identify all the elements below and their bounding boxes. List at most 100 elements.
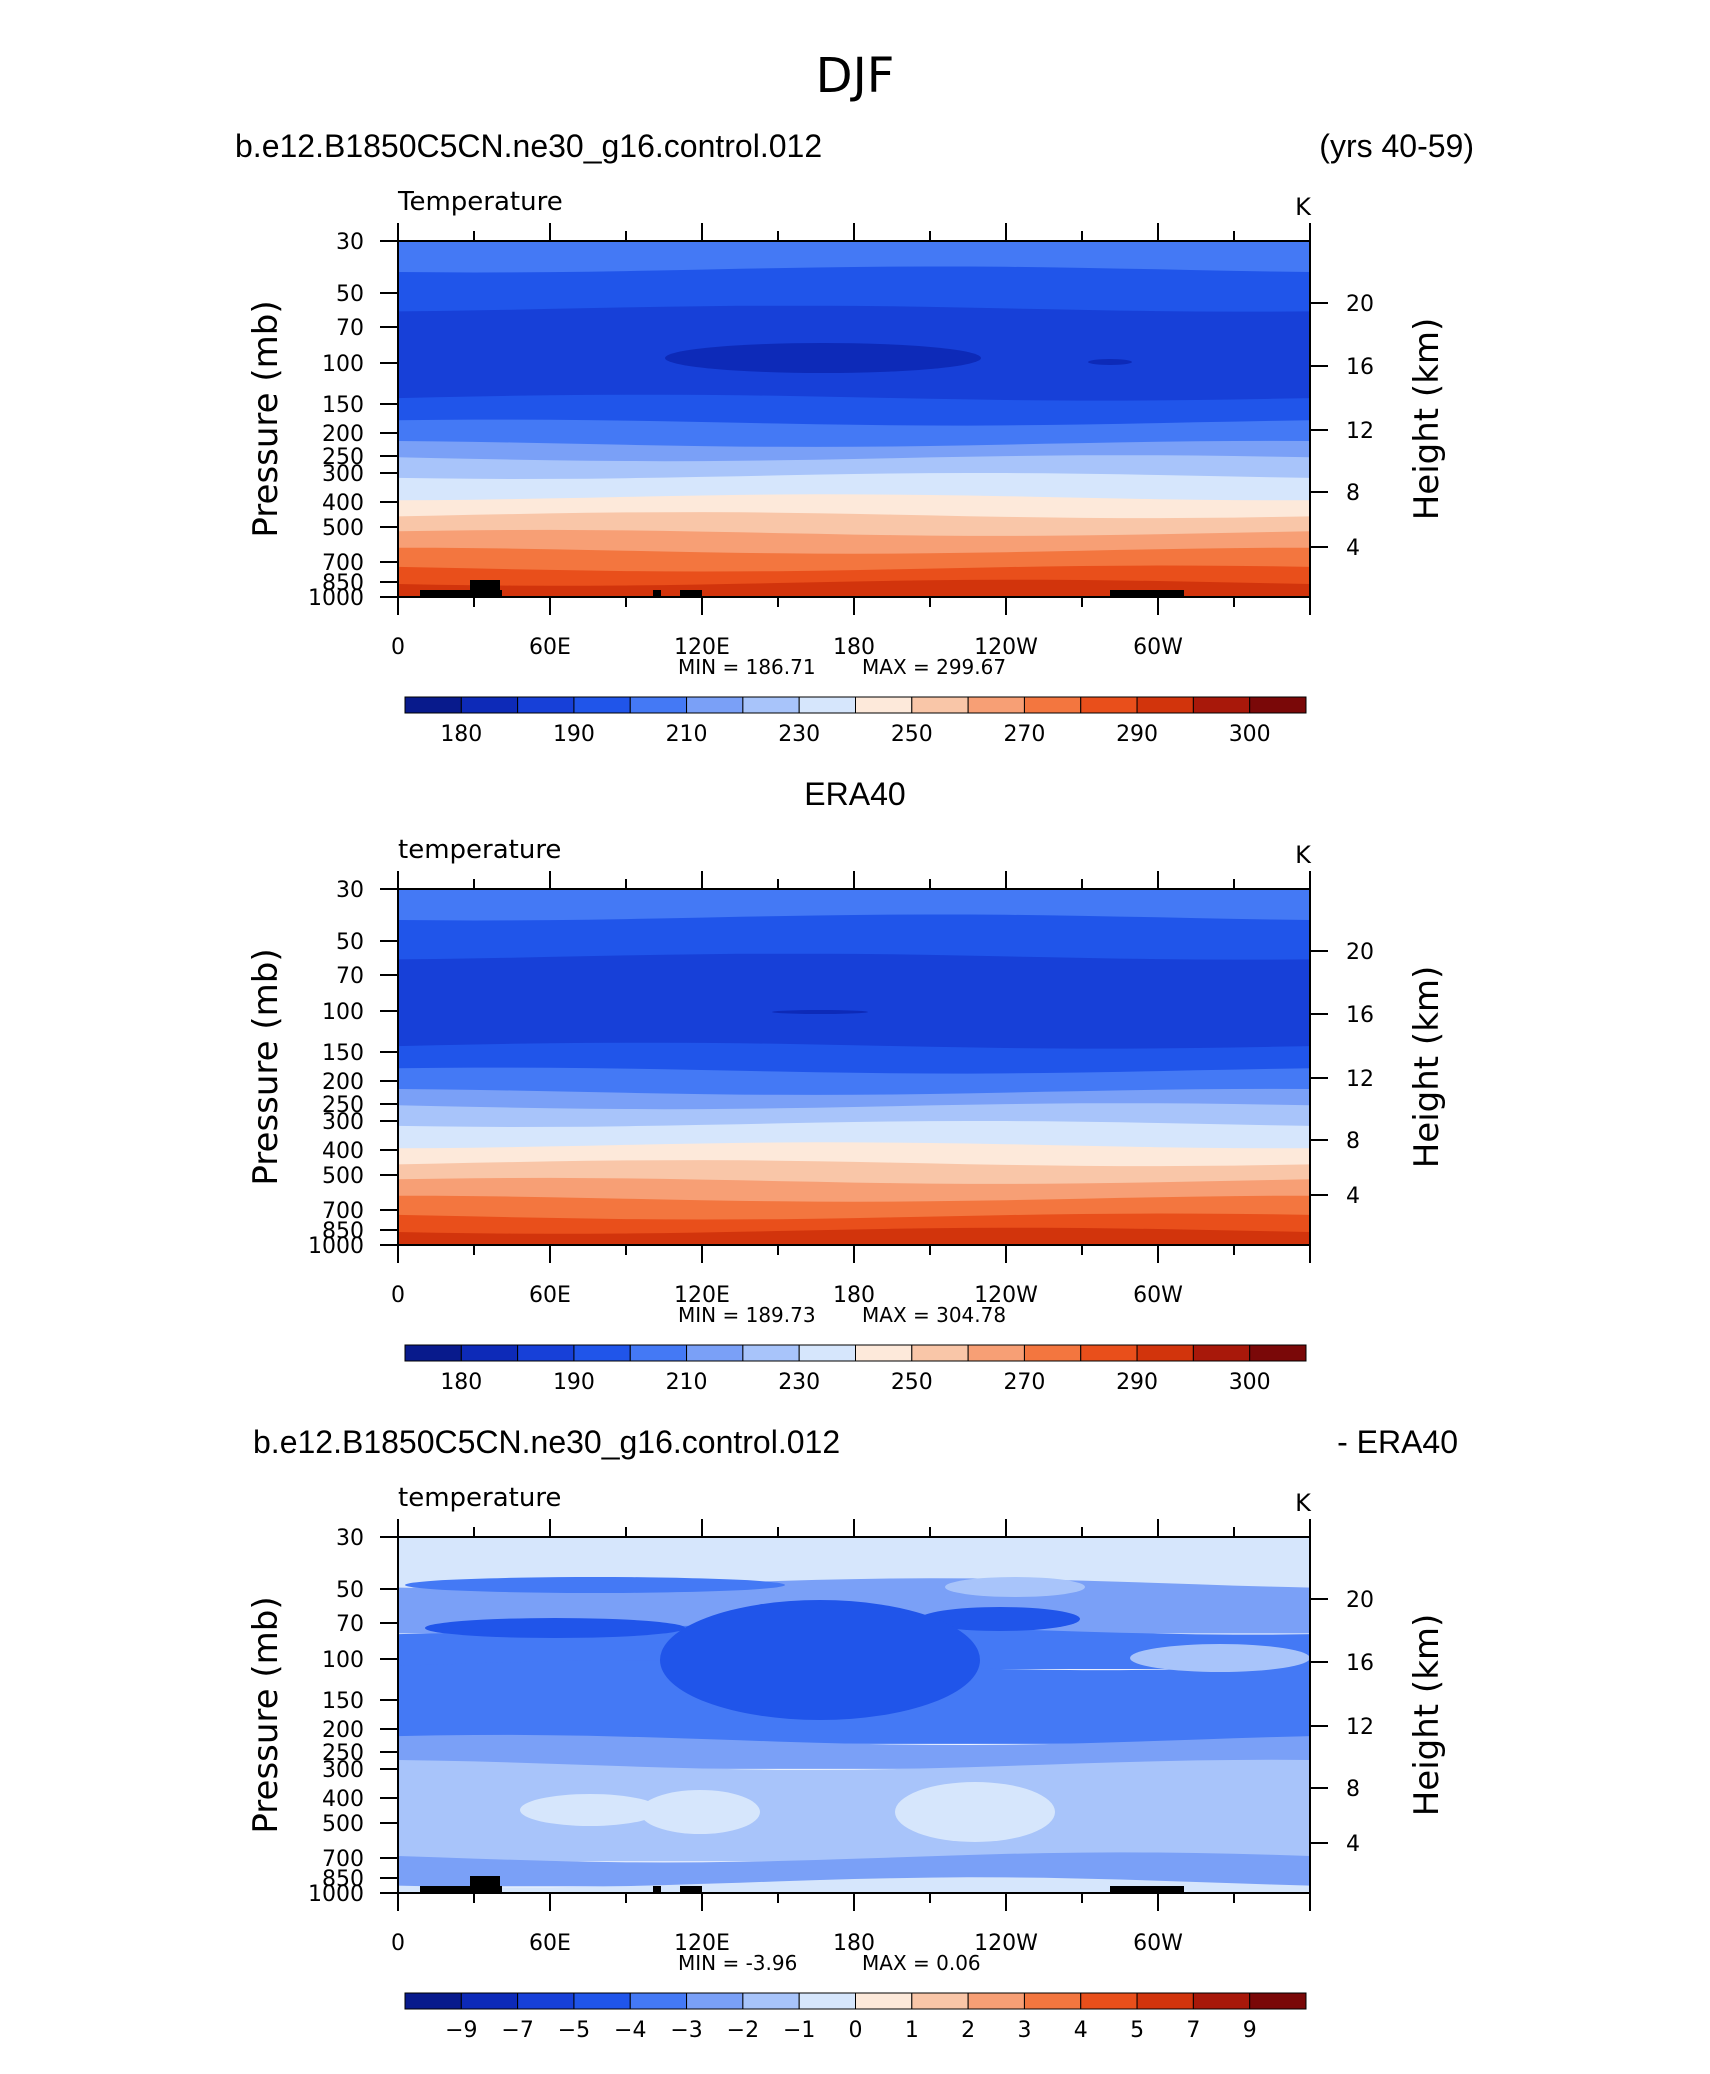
colorbar-box (517, 1344, 575, 1362)
y-tick-label: 150 (322, 1689, 364, 1714)
colorbar-box (1192, 1344, 1251, 1362)
y-tick-right-label: 4 (1346, 1184, 1360, 1209)
x-tick-label: 120E (674, 1283, 730, 1308)
contour-band (398, 1067, 1310, 1096)
y-axis-title: Pressure (mb) (246, 948, 286, 1185)
colorbar-box (686, 696, 744, 714)
colorbar-box (1136, 1344, 1194, 1362)
contour-fill (398, 241, 1310, 597)
y-tick-label: 850 (322, 571, 364, 596)
y-tick-right-label: 20 (1346, 1588, 1374, 1613)
colorbar-label: 230 (778, 1370, 820, 1395)
panel-left-title: b.e12.B1850C5CN.ne30_g16.control.012 (235, 128, 822, 164)
colorbar-box (573, 1992, 631, 2010)
colorbar-box (573, 1344, 631, 1362)
panel-center-title: ERA40 (804, 776, 905, 812)
colorbar-box (1249, 696, 1307, 714)
min-label: MIN = 186.71 (678, 655, 816, 679)
contour-band (398, 889, 1310, 922)
y-tick-label: 400 (322, 1787, 364, 1812)
contour-blob (920, 1607, 1080, 1631)
y-tick-label: 700 (322, 1199, 364, 1224)
contour-band (398, 419, 1310, 448)
colorbar-box (460, 1344, 519, 1362)
y-tick-label: 850 (322, 1219, 364, 1244)
contour-blob (405, 1577, 785, 1593)
y-tick-label: 1000 (308, 586, 364, 611)
colorbar-box (404, 1344, 462, 1362)
colorbar-box (686, 1992, 744, 2010)
colorbar-box (1136, 1992, 1194, 2010)
topography (1110, 590, 1184, 597)
y-tick-right-label: 12 (1346, 419, 1374, 444)
colorbar-box (742, 1992, 800, 2010)
topography (1110, 1886, 1184, 1893)
y-tick-right-label: 8 (1346, 1777, 1360, 1802)
x-tick-label: 0 (391, 635, 405, 660)
units-label: K (1295, 193, 1312, 221)
colorbar-box (1080, 1992, 1138, 2010)
contour-band (398, 1759, 1310, 1862)
colorbar-box (1023, 1344, 1082, 1362)
y-tick-label: 500 (322, 1812, 364, 1837)
panel-1: b.e12.B1850C5CN.ne30_g16.control.012 (yrs… (235, 128, 1474, 747)
panel-right-title: - ERA40 (1337, 1424, 1458, 1460)
topography (420, 1886, 502, 1893)
colorbar-label: −3 (670, 2018, 702, 2043)
x-tick-label: 120W (974, 635, 1038, 660)
colorbar-label: 290 (1116, 722, 1158, 747)
colorbar-label: 180 (440, 1370, 482, 1395)
y-tick-label: 300 (322, 1110, 364, 1135)
max-label: MAX = 304.78 (862, 1303, 1006, 1327)
cold-core (665, 343, 981, 373)
y-tick-label: 1000 (308, 1882, 364, 1907)
colorbar-box (798, 1992, 856, 2010)
colorbar-label: 1 (905, 2018, 919, 2043)
colorbar-label: 300 (1229, 1370, 1271, 1395)
colorbar-box (967, 1344, 1025, 1362)
x-tick-label: 120W (974, 1283, 1038, 1308)
y-tick-label: 50 (336, 1578, 364, 1603)
y-tick-label: 100 (322, 1648, 364, 1673)
panel-2: ERA40 temperature K 0 60E 120E 180 120W 60W MIN =… (246, 776, 1447, 1395)
x-tick-label: 180 (833, 635, 875, 660)
contour-band (398, 1734, 1310, 1769)
colorbar-box (1080, 1344, 1138, 1362)
x-tick-label: 60E (529, 1283, 571, 1308)
y-tick-label: 250 (322, 1741, 364, 1766)
x-tick-label: 120E (674, 635, 730, 660)
units-label: K (1295, 1489, 1312, 1517)
contour-band (398, 579, 1310, 597)
colorbar-box (1249, 1992, 1307, 2010)
x-tick-label: 60W (1133, 1931, 1183, 1956)
colorbar-box (798, 696, 856, 714)
colorbar-box (967, 1992, 1025, 2010)
colorbar-box (517, 696, 575, 714)
colorbar-box (1192, 696, 1251, 714)
contour-band (398, 1227, 1310, 1245)
x-tick-label: 60E (529, 635, 571, 660)
y-tick-right-label: 20 (1346, 940, 1374, 965)
colorbar-box (1136, 696, 1194, 714)
colorbar-box (1192, 1992, 1251, 2010)
colorbar-label: 5 (1130, 2018, 1144, 2043)
contour-band (398, 473, 1310, 502)
contour-band (398, 1121, 1310, 1150)
y-tick-right-label: 4 (1346, 1832, 1360, 1857)
y-tick-label: 400 (322, 491, 364, 516)
contour-band (398, 1537, 1310, 1588)
y-axis-title: Pressure (mb) (246, 1596, 286, 1833)
y-tick-label: 1000 (308, 1234, 364, 1259)
colorbar-label: 290 (1116, 1370, 1158, 1395)
y-tick-label: 200 (322, 422, 364, 447)
colorbar-box (404, 1992, 462, 2010)
units-label: K (1295, 841, 1312, 869)
panel-right-title: (yrs 40-59) (1319, 128, 1474, 164)
topography (653, 590, 661, 597)
colorbar-box (911, 1344, 969, 1362)
y-tick-label: 700 (322, 551, 364, 576)
y-tick-right-label: 16 (1346, 1651, 1374, 1676)
contour-blob (520, 1794, 660, 1826)
contour-blob (945, 1577, 1085, 1597)
